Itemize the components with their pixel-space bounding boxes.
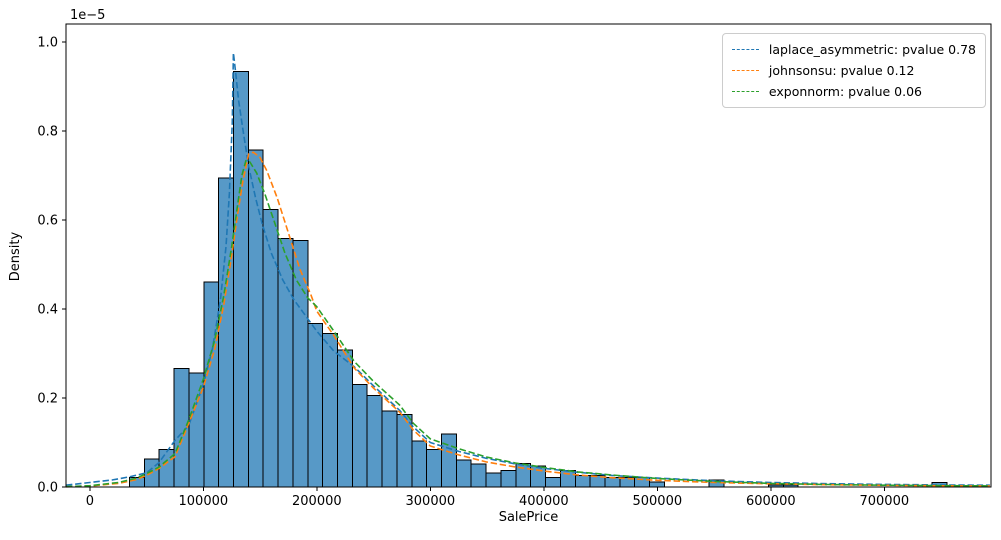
x-tick-label: 300000	[406, 494, 456, 509]
histogram-bar	[366, 395, 383, 488]
fit-curves	[65, 52, 990, 488]
histogram-bar	[203, 281, 220, 488]
histogram-bar	[455, 459, 472, 488]
histogram-bars	[128, 71, 948, 488]
histogram-bar	[158, 449, 175, 488]
y-axis-offset-text: 1e−5	[70, 8, 106, 23]
histogram-bar	[336, 349, 353, 488]
x-tick-label: 700000	[859, 494, 909, 509]
legend-entry-label: exponnorm: pvalue 0.06	[768, 84, 923, 99]
histogram-bar	[411, 440, 428, 488]
y-axis-ticks: 0.0 0.2 0.4 0.6 0.8 1.0	[37, 35, 66, 496]
legend: laplace_asymmetric: pvalue 0.78 johnsons…	[721, 33, 986, 108]
curve-exponnorm	[65, 159, 990, 488]
histogram-bar	[426, 449, 443, 488]
histogram-bar	[322, 332, 338, 488]
legend-entry: johnsonsu: pvalue 0.12	[731, 60, 976, 81]
y-axis-label: Density	[8, 231, 23, 282]
histogram-bar	[307, 323, 324, 488]
legend-entry-label: laplace_asymmetric: pvalue 0.78	[768, 42, 976, 57]
y-tick-label: 0.8	[37, 124, 58, 139]
histogram-bar	[604, 477, 621, 488]
legend-entry: exponnorm: pvalue 0.06	[731, 81, 976, 102]
y-tick-label: 1.0	[37, 35, 58, 50]
histogram-bar	[649, 481, 665, 488]
x-tick-label: 500000	[632, 494, 682, 509]
histogram-bar	[396, 413, 413, 488]
histogram-bar	[574, 474, 591, 488]
histogram-bar	[545, 477, 561, 488]
histogram-bar	[559, 470, 576, 488]
legend-entry-label: johnsonsu: pvalue 0.12	[768, 63, 915, 78]
x-axis-ticks: 0 100000 200000 300000 400000 500000 600000 700…	[86, 487, 909, 509]
dashed-line-swatch-icon	[731, 70, 759, 71]
histogram-bar	[218, 177, 234, 488]
histogram-bar	[232, 71, 249, 488]
histogram-bar	[381, 410, 398, 488]
histogram-bar	[262, 209, 279, 488]
histogram-bar	[351, 384, 368, 488]
dashed-line-swatch-icon	[731, 49, 759, 50]
x-tick-label: 0	[86, 494, 94, 509]
x-tick-label: 100000	[179, 494, 229, 509]
x-tick-label: 600000	[746, 494, 796, 509]
dashed-line-swatch-icon	[731, 91, 759, 92]
y-tick-label: 0.6	[37, 213, 58, 228]
plot-border	[65, 23, 992, 488]
x-tick-label: 200000	[292, 494, 342, 509]
histogram-bar	[485, 472, 502, 488]
curve-johnsonsu	[65, 151, 990, 488]
histogram-bar	[441, 433, 457, 488]
histogram-bar	[470, 463, 487, 488]
y-tick-label: 0.0	[37, 481, 58, 496]
x-axis-label: SalePrice	[498, 510, 559, 525]
y-tick-label: 0.2	[37, 391, 58, 406]
x-tick-label: 400000	[519, 494, 569, 509]
legend-entry: laplace_asymmetric: pvalue 0.78	[731, 39, 976, 60]
histogram-bar	[500, 470, 517, 488]
y-tick-label: 0.4	[37, 302, 58, 317]
